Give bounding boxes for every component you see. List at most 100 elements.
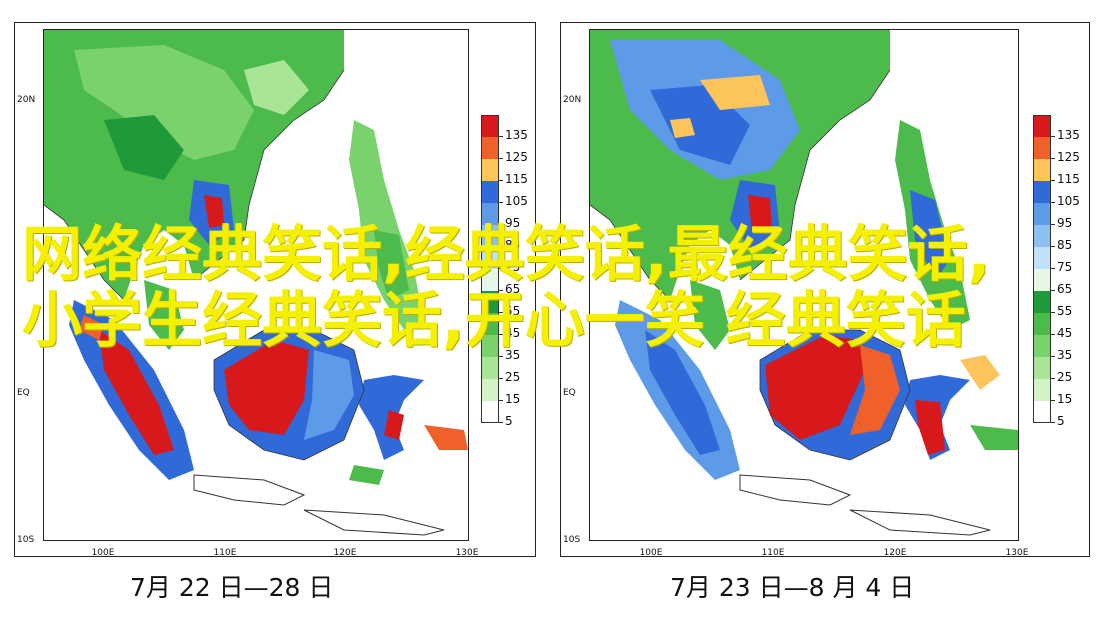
- precipitation-map-left: [43, 29, 469, 541]
- legend-row: 95: [481, 203, 535, 230]
- legend-row: 65: [1033, 269, 1087, 296]
- legend-label: 95: [505, 216, 521, 230]
- legend-swatch: [1033, 335, 1051, 357]
- legend-row: 115: [481, 159, 535, 186]
- land-java: [193, 474, 306, 506]
- legend-row: 15: [481, 379, 535, 406]
- legend-swatch: [1033, 225, 1051, 247]
- legend-row: 75: [1033, 247, 1087, 274]
- legend-swatch: [1033, 181, 1051, 203]
- map-canvas-right: [590, 30, 1018, 536]
- legend-swatch: [1033, 115, 1051, 137]
- legend-row: 5: [1033, 401, 1087, 428]
- legend-row: 15: [1033, 379, 1087, 406]
- land-java: [739, 474, 852, 506]
- legend-row: 55: [1033, 291, 1087, 318]
- legend-swatch: [1033, 159, 1051, 181]
- legend-label: 135: [1057, 128, 1080, 142]
- legend-row: 105: [481, 181, 535, 208]
- legend-swatch: [481, 379, 499, 401]
- legend-swatch: [481, 203, 499, 225]
- legend-swatch: [1033, 291, 1051, 313]
- legend-label: 35: [505, 348, 521, 362]
- lon-label-120e: 120E: [883, 548, 907, 558]
- legend-swatch: [1033, 247, 1051, 269]
- legend-row: 85: [481, 225, 535, 252]
- legend-row: 5: [481, 401, 535, 428]
- legend-label: 45: [505, 326, 521, 340]
- lon-label-100e: 100E: [639, 548, 663, 558]
- legend-right: 135 125 115 105 95 85 75 65 55 45 35 25 …: [1033, 115, 1087, 428]
- legend-row: 65: [481, 269, 535, 296]
- legend-label: 5: [1057, 414, 1065, 428]
- legend-row: 95: [1033, 203, 1087, 230]
- lat-label-eq: EQ: [17, 388, 30, 398]
- legend-row: 115: [1033, 159, 1087, 186]
- legend-row: 45: [481, 313, 535, 340]
- legend-swatch: [1033, 357, 1051, 379]
- legend-label: 15: [505, 392, 521, 406]
- legend-swatch: [1033, 379, 1051, 401]
- legend-row: 85: [1033, 225, 1087, 252]
- legend-swatch: [1033, 401, 1051, 423]
- overlay-title: 网络经典笑话,经典笑话,最经典笑话,小学生经典笑话,开心一笑 经典笑话: [22, 220, 991, 356]
- legend-left: 135 125 115 105 95 85 75 65 55 45 35 25 …: [481, 115, 535, 428]
- map-canvas-left: [44, 30, 468, 536]
- legend-label: 125: [505, 150, 528, 164]
- lon-label-110e: 110E: [761, 548, 785, 558]
- legend-label: 75: [505, 260, 521, 274]
- caption-right: 7月 23 日—8 月 4 日: [670, 573, 915, 602]
- legend-row: 125: [481, 137, 535, 164]
- legend-label: 65: [1057, 282, 1073, 296]
- legend-swatch: [481, 313, 499, 335]
- legend-swatch: [1033, 313, 1051, 335]
- legend-label: 5: [505, 414, 513, 428]
- legend-label: 45: [1057, 326, 1073, 340]
- legend-label: 105: [1057, 194, 1080, 208]
- legend-label: 35: [1057, 348, 1073, 362]
- legend-swatch: [481, 291, 499, 313]
- lat-label-10s: 10S: [563, 535, 581, 545]
- legend-swatch: [481, 137, 499, 159]
- map-panel-left: 20N EQ 10S: [14, 22, 536, 558]
- legend-row: 135: [1033, 115, 1087, 142]
- lat-label-10s: 10S: [17, 535, 35, 545]
- legend-label: 55: [505, 304, 521, 318]
- legend-swatch: [481, 225, 499, 247]
- legend-swatch: [481, 357, 499, 379]
- legend-label: 115: [1057, 172, 1080, 186]
- legend-swatch: [481, 247, 499, 269]
- legend-row: 55: [481, 291, 535, 318]
- legend-row: 35: [1033, 335, 1087, 362]
- caption-left: 7月 22 日—28 日: [130, 573, 334, 602]
- legend-row: 45: [1033, 313, 1087, 340]
- legend-row: 35: [481, 335, 535, 362]
- legend-label: 135: [505, 128, 528, 142]
- legend-label: 65: [505, 282, 521, 296]
- lon-label-110e: 110E: [213, 548, 237, 558]
- legend-swatch: [1033, 203, 1051, 225]
- legend-swatch: [481, 401, 499, 423]
- legend-swatch: [481, 181, 499, 203]
- lon-label-120e: 120E: [333, 548, 357, 558]
- legend-row: 105: [1033, 181, 1087, 208]
- lat-label-20n: 20N: [563, 95, 582, 105]
- legend-label: 125: [1057, 150, 1080, 164]
- legend-label: 115: [505, 172, 528, 186]
- legend-label: 85: [1057, 238, 1073, 252]
- legend-swatch: [481, 115, 499, 137]
- map-panel-right: 20N EQ 10S 100E: [560, 22, 1090, 558]
- legend-row: 75: [481, 247, 535, 274]
- lon-label-130e: 130E: [1005, 548, 1029, 558]
- lon-label-130e: 130E: [455, 548, 479, 558]
- legend-swatch: [481, 269, 499, 291]
- precipitation-map-right: [589, 29, 1019, 541]
- legend-swatch: [1033, 269, 1051, 291]
- legend-label: 85: [505, 238, 521, 252]
- legend-row: 135: [481, 115, 535, 142]
- legend-row: 25: [1033, 357, 1087, 384]
- legend-label: 75: [1057, 260, 1073, 274]
- legend-swatch: [481, 159, 499, 181]
- legend-row: 125: [1033, 137, 1087, 164]
- lat-label-eq: EQ: [563, 388, 576, 398]
